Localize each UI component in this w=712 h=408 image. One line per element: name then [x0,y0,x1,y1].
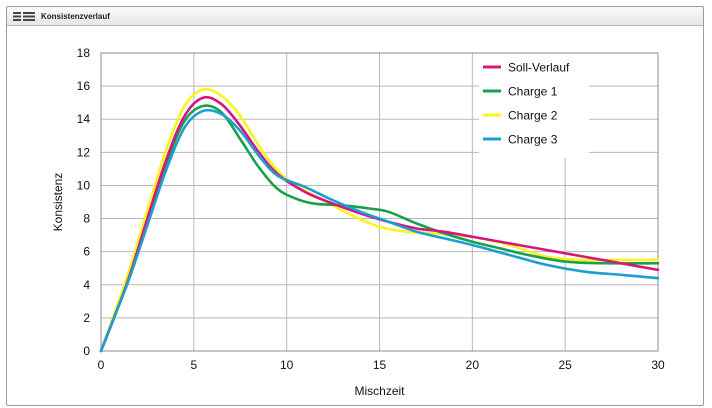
y-tick-label: 10 [77,178,91,192]
y-tick-label: 8 [83,212,90,226]
series-line-soll-verlauf [99,95,660,353]
panel-title: Konsistenzverlauf [41,11,110,21]
legend-label-soll-verlauf: Soll-Verlauf [508,61,570,75]
legend-box [479,54,589,158]
x-tick-label: 5 [190,358,197,372]
legend-label-charge-1: Charge 1 [508,85,558,99]
x-tick-label: 30 [651,358,665,372]
y-tick-label: 12 [77,145,91,159]
y-tick-label: 4 [83,278,90,292]
plot-border [100,52,659,352]
y-tick-label: 2 [83,311,90,325]
y-axis-label: Konsistenz [51,173,65,232]
chart-panel: Konsistenzverlauf 0 2 4 6 8 10 12 14 16 18 0 5 10 15 2… [6,6,704,406]
x-axis-label: Mischzeit [354,384,405,398]
y-tick-label: 18 [77,46,91,60]
list-menu-icon[interactable] [13,9,39,23]
y-tick-label: 16 [77,79,91,93]
legend-label-charge-2: Charge 2 [508,109,558,123]
x-tick-label: 10 [280,358,294,372]
chart-area: 0 2 4 6 8 10 12 14 16 18 0 5 10 15 20 25 30 Mischzeit Kons… [7,26,703,405]
y-tick-label: 0 [83,344,90,358]
panel-titlebar: Konsistenzverlauf [7,7,703,26]
x-tick-label: 20 [466,358,480,372]
x-tick-label: 15 [373,358,387,372]
x-tick-label: 0 [98,358,105,372]
y-tick-label: 14 [77,112,91,126]
series-line-charge-3 [99,108,660,353]
y-tick-label: 6 [83,245,90,259]
legend-label-charge-3: Charge 3 [508,133,558,147]
x-tick-label: 25 [558,358,572,372]
line-chart: 0 2 4 6 8 10 12 14 16 18 0 5 10 15 20 25 30 Mischzeit Kons… [51,46,665,398]
